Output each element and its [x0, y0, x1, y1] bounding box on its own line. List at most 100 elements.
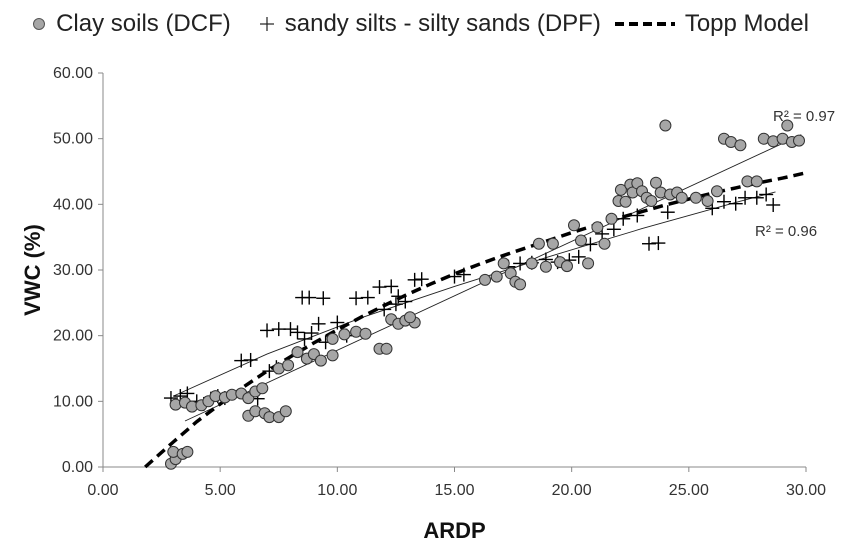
sandy-point — [271, 322, 286, 337]
y-tick-label: 30.00 — [53, 262, 93, 279]
sandy-point — [456, 267, 471, 282]
sandy-point — [616, 211, 631, 226]
clay-point — [659, 119, 672, 132]
clay-point — [326, 349, 339, 362]
clay-point — [781, 119, 794, 132]
clay-point — [561, 260, 573, 273]
sandy-point — [372, 280, 387, 295]
y-tick-label: 10.00 — [53, 393, 93, 410]
y-tick-label: 20.00 — [53, 328, 93, 345]
sandy-point — [398, 294, 413, 309]
clay-point — [514, 278, 527, 291]
y-tick-label: 40.00 — [53, 196, 93, 213]
axes: 0.00 10.00 20.00 30.00 40.00 50.00 60.00 0.00 5.… — [20, 65, 826, 543]
sandy-point — [283, 322, 298, 337]
sandy-point — [606, 222, 621, 237]
sandy-point — [583, 237, 598, 252]
legend-item-topp: Topp Model — [614, 10, 809, 38]
x-tick-label: 30.00 — [786, 482, 826, 499]
sandy-point — [297, 331, 312, 346]
x-tick-label: 10.00 — [317, 482, 357, 499]
r2-label-sandy: R² = 0.96 — [755, 223, 817, 240]
sandy-point — [749, 190, 764, 205]
legend-label-clay: Clay soils (DCF) — [56, 10, 231, 37]
clay-point — [619, 195, 632, 208]
x-tick-label: 20.00 — [552, 482, 592, 499]
sandy-point — [738, 190, 753, 205]
clay-point — [793, 134, 805, 147]
sandy-point — [260, 323, 275, 338]
clay-point — [256, 382, 269, 395]
x-tick-label: 25.00 — [669, 482, 709, 499]
sandy-point — [391, 289, 406, 304]
clay-point — [689, 191, 702, 204]
y-tick-label: 50.00 — [53, 131, 93, 148]
sandy-point — [513, 256, 528, 271]
legend-label-sandy: sandy silts - silty sands (DPF) — [284, 10, 601, 37]
sandy-point — [304, 326, 319, 341]
clay-point — [539, 260, 552, 273]
clay-point — [598, 237, 611, 250]
clay-point — [497, 257, 510, 270]
sandy-points — [163, 187, 781, 411]
legend-label-topp: Topp Model — [684, 10, 809, 37]
x-tick-label: 5.00 — [205, 482, 236, 499]
clay-point — [291, 346, 304, 359]
clay-point — [532, 237, 545, 250]
sandy-point — [360, 290, 375, 305]
legend-item-sandy: sandy silts - silty sands (DPF) — [259, 10, 601, 38]
sandy-point — [349, 291, 364, 306]
clay-point — [614, 183, 627, 196]
clay-points — [165, 119, 805, 470]
clay-point — [575, 234, 587, 247]
sandy-point — [766, 197, 781, 212]
sandy-point — [414, 272, 429, 287]
sandy-point — [728, 196, 743, 211]
sandy-point — [290, 325, 305, 340]
y-axis-title: VWC (%) — [20, 224, 45, 316]
clay-point — [650, 176, 662, 189]
clay-point — [314, 354, 327, 367]
circle-marker-icon — [33, 18, 46, 30]
dashed-line-icon — [614, 22, 675, 26]
clay-point — [282, 359, 295, 372]
clay-point — [645, 195, 658, 207]
clay-point — [326, 332, 339, 345]
plus-marker-icon — [259, 17, 274, 31]
clay-point — [750, 175, 763, 188]
y-tick-label: 0.00 — [62, 459, 93, 476]
sandy-point — [384, 279, 399, 294]
clay-point — [359, 327, 372, 340]
clay-point — [181, 445, 194, 458]
sandy-point — [630, 208, 645, 223]
clay-point — [380, 342, 393, 355]
clay-point — [568, 219, 580, 232]
x-axis-title: ARDP — [423, 518, 485, 543]
sandy-point — [759, 187, 774, 202]
sandy-point — [447, 269, 462, 284]
sandy-point — [311, 316, 326, 331]
labels: R² = 0.97 R² = 0.96 — [755, 108, 835, 240]
clay-point — [479, 273, 491, 286]
sandy-point — [651, 236, 666, 251]
clay-point — [525, 257, 538, 270]
topp-model-line — [144, 171, 807, 469]
legend-item-clay: Clay soils (DCF) — [32, 10, 231, 38]
sandy-point — [243, 352, 258, 367]
x-tick-label: 15.00 — [434, 482, 474, 499]
topp-model-layer — [144, 171, 807, 469]
clay-point — [490, 270, 503, 283]
clay-point — [701, 195, 714, 207]
clay-point — [591, 221, 604, 234]
clay-point — [605, 212, 618, 225]
sandy-point — [302, 290, 317, 305]
clay-point — [338, 328, 351, 341]
trendline-sandy — [173, 191, 776, 397]
r2-label-clay: R² = 0.97 — [773, 108, 835, 125]
sandy-point — [377, 302, 392, 317]
clay-point — [734, 139, 747, 152]
clay-point — [404, 311, 416, 324]
clay-point — [279, 405, 292, 418]
